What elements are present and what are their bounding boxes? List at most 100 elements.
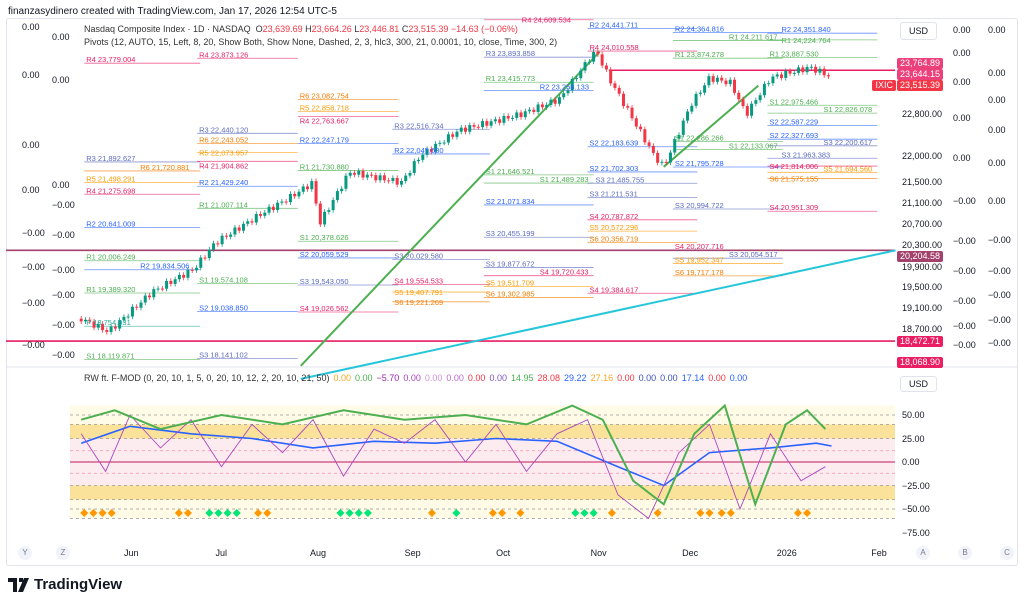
candle-body	[130, 306, 134, 317]
signal-diamond	[589, 509, 598, 517]
candle-body	[758, 95, 762, 101]
candle-body	[562, 93, 566, 98]
indicator-value: 28.08	[537, 373, 561, 383]
right-axis-label-2: 0.00	[988, 125, 1006, 135]
brand-name: TradingView	[34, 576, 123, 593]
candle-body	[348, 172, 352, 176]
indicator-value: 0.00	[355, 373, 373, 383]
candle-body	[660, 161, 664, 163]
candle-body	[493, 119, 497, 122]
pivot-label: R6 22,243.052	[199, 136, 248, 145]
pivot-label: S4 20,207.716	[675, 242, 724, 251]
candle-body	[340, 188, 344, 192]
candle-body	[549, 99, 553, 105]
time-axis-label: Oct	[496, 548, 511, 558]
candle-body	[651, 145, 655, 153]
price-tag: 23,515.39	[897, 80, 944, 92]
pivot-label: S2 20,059.529	[300, 250, 349, 259]
pivot-label: R2 23,258.133	[540, 82, 589, 91]
signal-diamond	[214, 509, 223, 517]
pivot-label: R2 24,351.840	[781, 25, 830, 34]
time-axis-button-a[interactable]: A	[916, 546, 930, 560]
candle-body	[118, 320, 122, 329]
signal-diamond	[363, 509, 372, 517]
signal-diamond	[174, 509, 183, 517]
candle-body	[476, 126, 480, 128]
candle-body	[515, 112, 519, 118]
pivot-label: S4 19,554.533	[394, 276, 443, 285]
candle-body	[109, 326, 113, 332]
signal-diamond	[354, 509, 363, 517]
candle-body	[382, 175, 386, 181]
pivot-label: S2 21,795.728	[675, 159, 724, 168]
left-axis-label: −0.00	[22, 262, 45, 272]
pivot-label: S5 19,511.709	[486, 279, 534, 288]
left-axis-label: 0.00	[22, 70, 40, 80]
time-axis-button-y[interactable]: Y	[18, 546, 32, 560]
pivot-label: R4 21,275.698	[86, 186, 135, 195]
pivot-label: R4 24,010.558	[590, 43, 639, 52]
indicator-legend[interactable]: RW ft. F-MOD (0, 20, 10, 1, 5, 0, 20, 10…	[84, 373, 755, 383]
tradingview-logo-icon	[8, 577, 29, 592]
time-axis-button-z[interactable]: Z	[56, 546, 70, 560]
candle-body	[101, 323, 105, 331]
credit-text: finanzasydinero created with TradingView…	[8, 6, 337, 17]
trend-line	[663, 84, 759, 168]
indicator-tick-label: −75.00	[902, 527, 930, 538]
pivot-label: R1 21,730.880	[300, 162, 349, 171]
candle-body	[429, 148, 433, 152]
indicator-value: 0.00	[708, 373, 726, 383]
candle-body	[335, 191, 339, 200]
candle-body	[276, 202, 280, 211]
candle-body	[545, 104, 549, 108]
candle-body	[391, 177, 395, 182]
currency-label[interactable]: USD	[900, 22, 938, 40]
right-axis-label-2: 0.00	[988, 196, 1006, 206]
price-tag: 18,472.71	[897, 335, 944, 347]
candle-body	[378, 175, 382, 181]
pivot-label: R1 23,887.530	[769, 50, 818, 59]
left-axis-label-2: −0.00	[52, 265, 75, 275]
indicator-tick-label: −50.00	[902, 504, 930, 514]
symbol-legend[interactable]: Nasdaq Composite Index · 1D · NASDAQ O23…	[84, 24, 518, 34]
candle-body	[395, 177, 399, 185]
candle-body	[318, 203, 322, 225]
indicator-currency-label[interactable]: USD	[900, 376, 938, 392]
pivots-legend[interactable]: Pivots (12, AUTO, 15, Left, 8, 20, Show …	[84, 37, 558, 47]
candle-body	[250, 221, 254, 223]
right-axis-label: 0.00	[953, 25, 971, 35]
left-axis-label-2: 0.00	[52, 32, 70, 42]
candle-body	[788, 71, 792, 74]
signal-diamond	[223, 509, 232, 517]
candle-body	[455, 131, 459, 137]
time-axis-button-b[interactable]: B	[958, 546, 972, 560]
candle-body	[664, 161, 668, 163]
candle-body	[762, 83, 766, 96]
pivot-label: R1 21,007.114	[199, 200, 248, 209]
candle-body	[182, 274, 186, 278]
price-tick-label: 21,500.00	[902, 177, 943, 188]
candle-body	[122, 316, 126, 321]
indicator-value: 0.00	[617, 373, 635, 383]
candle-body	[481, 121, 485, 128]
left-axis-label-2: −0.00	[52, 230, 75, 240]
right-axis-label: −0.00	[953, 340, 976, 350]
candle-body	[728, 79, 732, 85]
candle-body	[600, 54, 604, 66]
indicator-value: 0.00	[729, 373, 748, 383]
pivot-label: R1 23,415.773	[486, 74, 535, 83]
right-axis-label: −0.00	[953, 236, 976, 246]
indicator-value: 0.00	[403, 373, 421, 383]
right-axis-label-2: −0.00	[988, 315, 1011, 325]
signal-diamond	[488, 509, 497, 517]
candle-body	[805, 66, 809, 73]
pivot-label: S4 20,787.872	[590, 212, 639, 221]
right-axis-label: 0.00	[953, 113, 971, 123]
indicator-value: 0.00	[424, 373, 443, 383]
pivot-label: S1 19,574.108	[199, 275, 248, 284]
right-axis-label: 0.00	[953, 153, 971, 163]
candle-body	[331, 199, 335, 211]
time-axis-button-c[interactable]: C	[1000, 546, 1014, 560]
pivot-label: P 18,754.931	[86, 318, 131, 327]
